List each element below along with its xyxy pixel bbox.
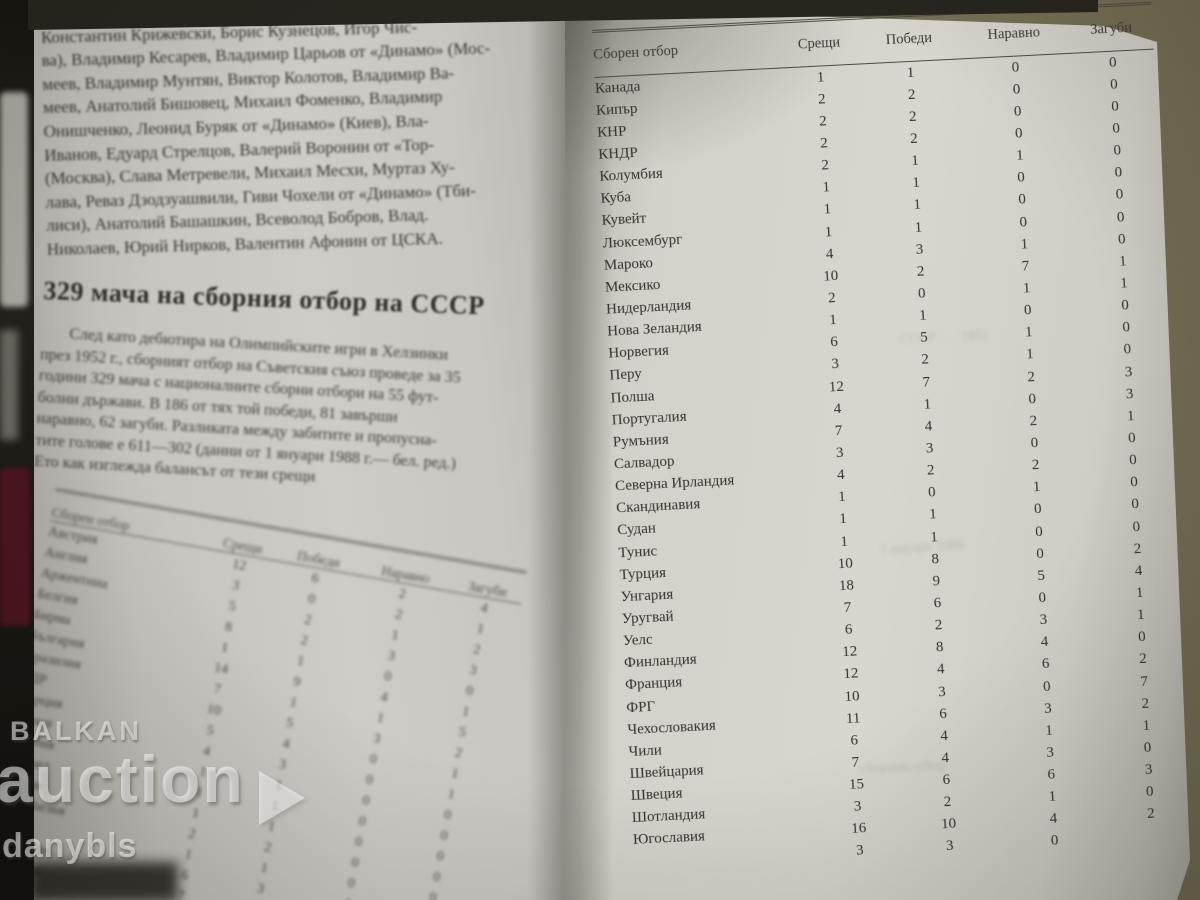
book-edge-highlight — [0, 330, 18, 440]
bottom-shadow — [28, 862, 178, 900]
left-book-page — [28, 6, 570, 900]
stat-cell — [1110, 824, 1194, 850]
column-header: Победи — [885, 29, 933, 48]
column-header: Наравно — [987, 23, 1041, 43]
balance-table-right-page: Сборен отбор Срещи Победи Наравно Загуби Кана… — [592, 1, 1195, 874]
right-book-page — [565, 8, 1190, 900]
page-curve-shadow — [565, 0, 865, 180]
summary-paragraph: След като дебютира на Олимпийските игри … — [34, 322, 554, 501]
red-book-spine — [0, 468, 30, 626]
players-paragraph: лий Масльонкин от «Спартак» (Москва), Ко… — [40, 0, 567, 261]
book-spine-shadow — [528, 0, 614, 900]
column-header: Срещи — [797, 33, 841, 53]
stat-cell: 3 — [855, 842, 865, 860]
book-edge-highlight — [0, 92, 28, 307]
